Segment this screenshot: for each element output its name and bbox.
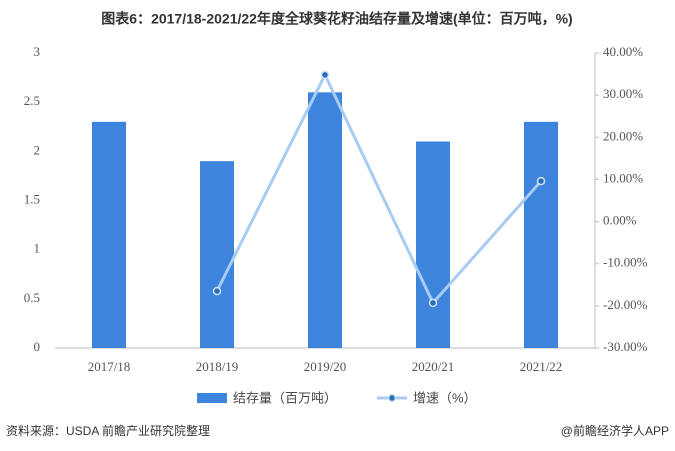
y2-tick-label: -30.00%	[603, 339, 648, 354]
y-tick-label: 1	[34, 241, 41, 256]
line-point	[212, 286, 222, 296]
line	[215, 71, 543, 306]
x-tick-label: 2017/18	[88, 359, 131, 374]
bar	[416, 141, 450, 348]
y-tick-label: 2	[34, 142, 41, 157]
bar	[92, 121, 126, 348]
y-tick-label: 0	[34, 339, 41, 354]
y2-tick-label: 0.00%	[603, 213, 637, 228]
line-point	[428, 298, 438, 308]
line-point	[536, 176, 546, 186]
y2-tick-label: 30.00%	[603, 86, 643, 101]
y-tick-label: 3	[34, 44, 41, 59]
x-tick-label: 2018/19	[196, 359, 239, 374]
y2-tick-label: 40.00%	[603, 44, 643, 59]
bar	[200, 161, 234, 348]
x-tick-label: 2019/20	[304, 359, 347, 374]
y2-tick-label: 20.00%	[603, 128, 643, 143]
credit: @前瞻经济学人APP	[561, 423, 669, 438]
x-tick-label: 2021/22	[520, 359, 563, 374]
legend-label: 结存量（百万吨）	[233, 390, 337, 405]
line-point	[320, 70, 330, 80]
y2-tick-label: 10.00%	[603, 170, 643, 185]
x-tick-label: 2020/21	[412, 359, 455, 374]
legend-swatch	[197, 393, 227, 403]
source-note: 资料来源：USDA 前瞻产业研究院整理	[6, 423, 210, 438]
legend-label: 增速（%）	[413, 390, 477, 405]
y-tick-label: 1.5	[24, 191, 40, 206]
y2-tick-label: -20.00%	[603, 297, 648, 312]
bar	[524, 121, 558, 348]
chart-title: 图表6：2017/18-2021/22年度全球葵花籽油结存量及增速(单位：百万吨…	[101, 11, 572, 27]
y-tick-label: 0.5	[24, 290, 40, 305]
y-tick-label: 2.5	[24, 93, 40, 108]
bar	[308, 92, 342, 348]
legend-swatch	[387, 393, 397, 403]
y2-tick-label: -10.00%	[603, 255, 648, 270]
